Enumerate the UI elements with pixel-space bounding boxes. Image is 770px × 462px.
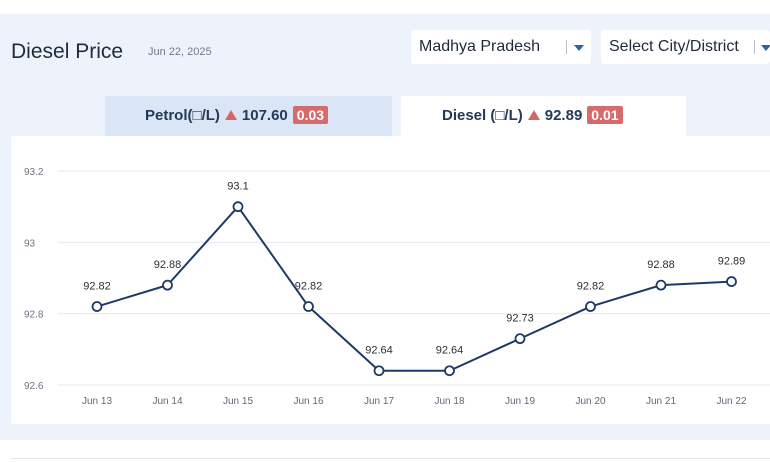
city-select-value: Select City/District (609, 38, 739, 55)
data-label: 93.1 (227, 181, 248, 193)
x-tick-label: Jun 20 (575, 396, 605, 407)
bottom-strip (0, 440, 770, 462)
chart-panel: 92.6 92.8 93 93.2 Jun 13 Jun 14 Jun 15 Jun 16 Ju… (11, 136, 770, 424)
x-tick-label: Jun 16 (293, 396, 323, 407)
tab-diesel-label: Diesel (□/L) (442, 106, 523, 124)
select-separator (566, 40, 567, 54)
select-separator (754, 40, 755, 54)
tab-diesel-price: 92.89 (544, 106, 583, 124)
data-point (91, 301, 103, 312)
data-label: 92.64 (436, 345, 464, 357)
y-tick-label: 93 (24, 238, 36, 249)
x-tick-label: Jun 19 (505, 396, 535, 407)
data-label: 92.73 (506, 313, 534, 325)
data-point (585, 301, 596, 312)
tab-petrol[interactable]: Petrol(□/L) 107.60 0.03 (105, 96, 392, 136)
data-label: 92.64 (365, 345, 393, 357)
tab-petrol-price: 107.60 (241, 106, 288, 124)
chevron-down-icon[interactable] (574, 45, 584, 51)
price-up-icon (224, 110, 237, 120)
tab-petrol-label: Petrol(□/L) (145, 106, 220, 124)
y-tick-label: 93.2 (24, 167, 44, 178)
divider (11, 458, 770, 459)
x-tick-label: Jun 18 (434, 396, 464, 407)
data-point (162, 279, 173, 291)
data-point (444, 365, 455, 377)
data-label: 92.82 (295, 281, 323, 293)
x-tick-label: Jun 22 (716, 396, 746, 407)
x-tick-label: Jun 13 (82, 396, 112, 407)
tab-diesel[interactable]: Diesel (□/L) 92.89 0.01 (401, 96, 686, 136)
data-point (726, 276, 737, 287)
price-date: Jun 22, 2025 (148, 46, 212, 58)
tab-diesel-change-badge: 0.01 (587, 106, 623, 124)
city-select[interactable]: Select City/District (601, 30, 770, 64)
data-label: 92.88 (154, 259, 182, 271)
y-tick-label: 92.8 (24, 310, 44, 321)
x-tick-label: Jun 21 (646, 396, 676, 407)
data-point (303, 301, 314, 312)
x-tick-label: Jun 17 (364, 396, 394, 407)
x-tick-label: Jun 15 (223, 396, 253, 407)
state-select-value: Madhya Pradesh (419, 38, 540, 55)
data-label: 92.82 (83, 281, 111, 293)
x-tick-label: Jun 14 (152, 396, 182, 407)
tab-petrol-change-badge: 0.03 (292, 106, 329, 124)
price-line-chart: 92.6 92.8 93 93.2 Jun 13 Jun 14 Jun 15 Jun 16 Ju… (24, 167, 770, 407)
series-line (96, 205, 732, 372)
y-tick-label: 92.6 (24, 381, 44, 392)
data-label: 92.88 (647, 259, 675, 271)
data-point (655, 279, 667, 291)
state-select[interactable]: Madhya Pradesh (411, 30, 591, 64)
data-point (514, 333, 526, 345)
data-label: 92.82 (577, 281, 605, 293)
data-point (232, 201, 244, 213)
page-title: Diesel Price (11, 40, 124, 63)
data-point (373, 365, 385, 377)
price-up-icon (527, 110, 540, 120)
data-label: 92.89 (718, 256, 746, 268)
chevron-down-icon[interactable] (761, 45, 770, 51)
